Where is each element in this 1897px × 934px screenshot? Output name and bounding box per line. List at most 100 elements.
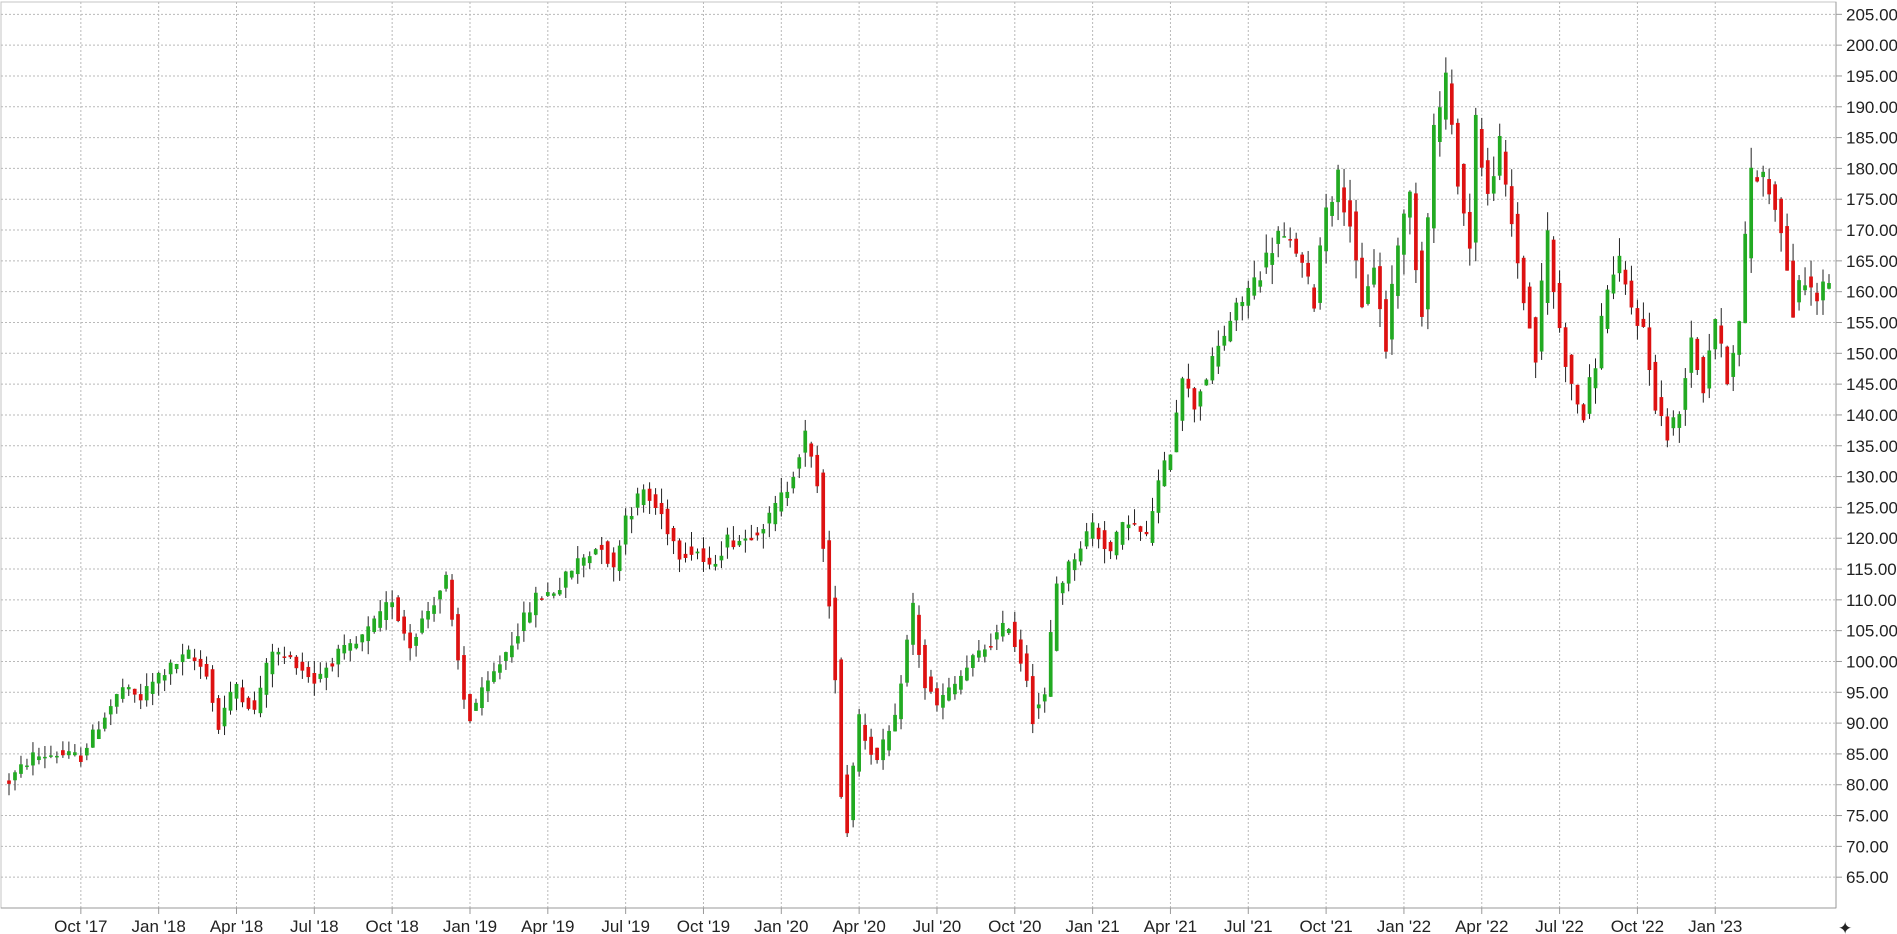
candle-body-down: [210, 669, 215, 703]
candle-body-up: [114, 694, 119, 707]
candle-body-up: [1713, 319, 1718, 350]
x-tick-label: Jul '21: [1224, 917, 1273, 934]
candle-body-up: [713, 563, 718, 567]
candle-body-up: [144, 686, 149, 701]
y-tick-label: 150.00: [1846, 344, 1897, 363]
candle-body-up: [1587, 377, 1592, 414]
y-tick-label: 95.00: [1846, 683, 1889, 702]
candle-body-up: [174, 663, 179, 670]
candle-body-up: [43, 756, 47, 759]
y-tick-label: 135.00: [1846, 437, 1897, 456]
candle-body-up: [1437, 107, 1442, 142]
candle-body-up: [1000, 622, 1005, 637]
candle-body-up: [1330, 201, 1334, 216]
candle-body-up: [480, 687, 484, 708]
candle-body-down: [1563, 327, 1568, 367]
candle-body-up: [881, 739, 885, 761]
candle-body-down: [1653, 361, 1658, 411]
candle-body-up: [432, 605, 436, 614]
candle-body-down: [539, 598, 544, 600]
candle-body-up: [1180, 378, 1185, 421]
candle-body-up: [1671, 417, 1676, 429]
candle-body-up: [384, 602, 389, 620]
x-tick-label: Apr '21: [1144, 917, 1197, 934]
candle-body-down: [1509, 186, 1514, 225]
candle-body-down: [1449, 83, 1454, 125]
candle-body-up: [1084, 531, 1089, 547]
candle-body-down: [1659, 397, 1664, 417]
y-tick-label: 80.00: [1846, 776, 1889, 795]
candle-body-down: [1288, 239, 1293, 241]
y-tick-label: 100.00: [1846, 652, 1897, 671]
candle-body-down: [450, 579, 454, 620]
candle-body-up: [1336, 169, 1340, 203]
candle-body-down: [1629, 280, 1634, 308]
candle-body-down: [755, 532, 760, 536]
candle-body-up: [1036, 704, 1041, 709]
candle-body-down: [988, 646, 993, 648]
candle-body-down: [1144, 531, 1149, 535]
candle-body-up: [1803, 285, 1807, 291]
candle-body-down: [611, 552, 616, 568]
candle-body-down: [1018, 639, 1023, 664]
y-tick-label: 205.00: [1846, 5, 1897, 24]
y-tick-label: 200.00: [1846, 36, 1897, 55]
y-tick-label: 65.00: [1846, 868, 1889, 887]
candle-body-down: [1695, 338, 1700, 370]
candle-body-up: [72, 752, 77, 756]
candle-body-up: [360, 634, 365, 643]
candle-body-up: [516, 636, 520, 644]
candle-body-up: [641, 489, 646, 506]
candle-body-up: [378, 611, 383, 628]
candle-body-up: [228, 691, 233, 711]
candle-body-up: [965, 667, 969, 681]
candle-body-up: [857, 714, 861, 772]
grid: [0, 1, 1837, 909]
candle-body-down: [1467, 211, 1472, 249]
candle-body-up: [1683, 378, 1688, 410]
candle-body-down: [839, 659, 844, 797]
candle-body-down: [1647, 327, 1652, 371]
candle-body-down: [240, 687, 245, 703]
candle-body-up: [1174, 412, 1179, 453]
candle-body-down: [689, 546, 694, 555]
candle-body-up: [1090, 522, 1095, 539]
candle-body-down: [198, 658, 203, 667]
x-tick-label: Jul '19: [601, 917, 650, 934]
candle-body-up: [438, 590, 442, 600]
candle-body-up: [1707, 350, 1712, 389]
candle-body-up: [1204, 379, 1209, 386]
candle-body-up: [1797, 280, 1801, 303]
axis-corner-icon[interactable]: ✦: [1838, 919, 1852, 934]
candle-body-down: [1186, 378, 1191, 389]
candle-body-down: [1725, 346, 1730, 385]
candle-body-up: [1611, 274, 1616, 294]
candle-body-up: [1743, 233, 1748, 324]
candle-body-down: [1623, 269, 1628, 285]
candle-body-up: [1228, 320, 1233, 342]
candle-body-down: [192, 657, 197, 662]
candle-body-down: [396, 597, 401, 621]
candle-body-up: [270, 651, 275, 675]
candle-body-down: [1785, 226, 1789, 271]
candle-body-down: [929, 676, 933, 692]
candle-body-down: [204, 663, 209, 677]
candle-body-up: [1240, 301, 1245, 307]
candle-body-up: [96, 729, 101, 739]
candle-body-down: [1557, 283, 1562, 329]
candle-body-up: [593, 549, 598, 555]
candle-body-down: [294, 656, 299, 669]
candle-body-down: [827, 540, 832, 607]
candle-body-down: [1108, 541, 1113, 552]
candle-body-down: [671, 527, 676, 542]
candle-body-down: [1527, 286, 1532, 329]
candle-body-down: [408, 632, 412, 649]
candle-body-up: [623, 515, 628, 545]
candle-body-up: [168, 662, 173, 675]
candle-body-up: [635, 493, 640, 508]
candle-body-up: [545, 592, 550, 596]
y-tick-label: 145.00: [1846, 375, 1897, 394]
candle-body-up: [37, 756, 41, 761]
y-tick-label: 180.00: [1846, 159, 1897, 178]
candle-body-up: [1270, 253, 1275, 265]
